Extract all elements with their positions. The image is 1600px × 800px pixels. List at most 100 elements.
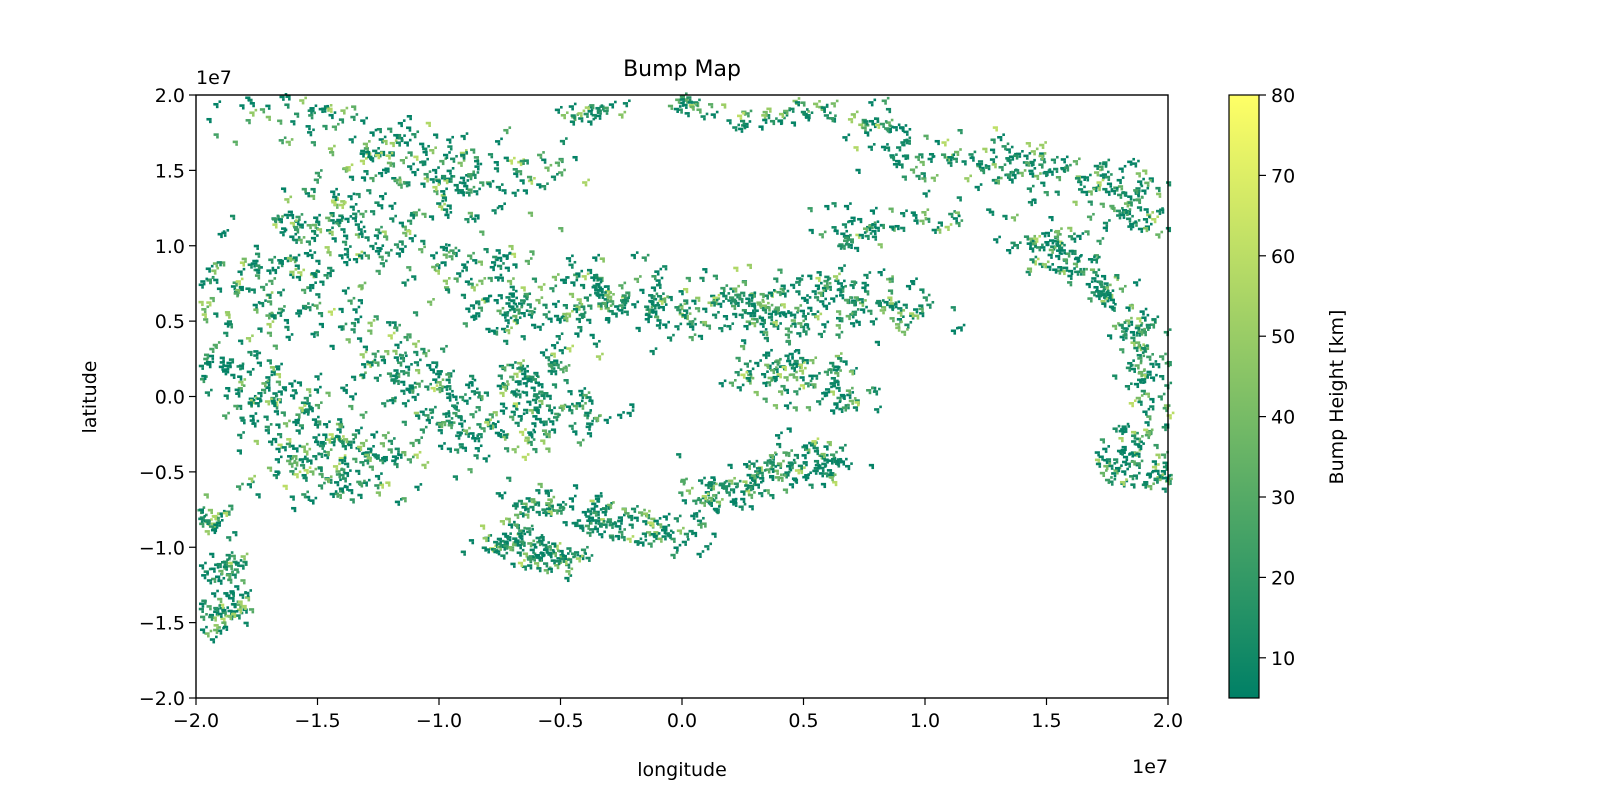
x-tick-label: 0.5 <box>788 710 818 732</box>
bump-cell <box>592 339 601 348</box>
bump-cell <box>977 160 984 166</box>
bump-cell <box>564 574 573 583</box>
bump-cell <box>292 253 301 262</box>
bump-cell <box>513 502 519 508</box>
bump-cell <box>403 335 409 342</box>
bump-cell <box>461 446 468 452</box>
bump-cell <box>226 536 232 542</box>
bump-cell <box>910 211 916 217</box>
bump-cell <box>888 207 894 213</box>
bump-cell <box>1140 344 1149 353</box>
bump-cell <box>268 437 276 446</box>
bump-cell <box>653 517 662 525</box>
bump-cell <box>867 309 873 315</box>
bump-cell <box>238 285 244 292</box>
bump-cell <box>425 121 431 127</box>
bump-cell <box>213 278 219 284</box>
bump-cell <box>1135 452 1141 458</box>
bump-cell <box>1097 280 1104 286</box>
bump-cell <box>453 277 459 283</box>
bump-cell <box>535 553 544 562</box>
bump-cell <box>1025 270 1031 276</box>
bump-cell <box>469 432 475 438</box>
bump-cell <box>331 237 337 243</box>
bump-cell <box>1107 334 1113 340</box>
bump-cell <box>553 359 559 365</box>
bump-cell <box>231 612 237 619</box>
bump-cell <box>224 365 232 374</box>
bump-cell <box>819 297 827 306</box>
bump-cell <box>285 442 292 448</box>
bump-cell <box>413 155 419 161</box>
bump-cell <box>800 294 809 303</box>
bump-cell <box>738 125 746 133</box>
bump-cell <box>370 210 376 216</box>
bump-cell <box>211 512 220 521</box>
bump-cell <box>722 315 729 321</box>
bump-cell <box>763 336 769 343</box>
bump-cell <box>743 322 752 331</box>
bump-cell <box>652 532 661 540</box>
bump-cell <box>1026 184 1035 193</box>
bump-cell <box>589 104 595 110</box>
bump-cell <box>293 470 302 479</box>
bump-cell <box>348 135 357 144</box>
bump-cell <box>275 447 281 453</box>
bump-cell <box>440 174 447 181</box>
bump-cell <box>584 409 593 417</box>
bump-cell <box>443 179 449 185</box>
bump-cell <box>487 276 493 283</box>
bump-cell <box>576 298 582 304</box>
bump-cell <box>792 478 799 484</box>
bump-cell <box>341 240 348 246</box>
bump-cell <box>519 540 525 546</box>
bump-cell <box>209 296 215 303</box>
colorbar-tick-label: 10 <box>1271 648 1295 670</box>
bump-cell <box>259 283 268 292</box>
bump-cell <box>275 380 282 386</box>
bump-cell <box>803 296 812 304</box>
bump-cell <box>314 401 323 410</box>
bump-cell <box>598 276 604 283</box>
bump-cell <box>232 281 238 287</box>
bump-cell <box>496 382 505 390</box>
bump-cell <box>738 297 744 304</box>
bump-cell <box>300 442 309 451</box>
bump-cell <box>233 568 239 574</box>
bump-cell <box>274 470 280 476</box>
bump-cell <box>976 163 982 169</box>
bump-cell <box>522 379 531 388</box>
bump-cell <box>621 507 627 513</box>
bump-cell <box>586 531 592 537</box>
bump-cell <box>526 175 533 181</box>
bump-cell <box>529 373 538 381</box>
bump-cell <box>1131 431 1139 440</box>
bump-cell <box>322 420 331 429</box>
bump-cell <box>327 266 333 272</box>
bump-cell <box>1023 151 1032 160</box>
bump-cell <box>513 172 519 178</box>
bump-cell <box>442 250 451 259</box>
bump-cell <box>697 523 703 529</box>
bump-cell <box>467 170 476 179</box>
bump-cell <box>683 287 689 294</box>
bump-cell <box>576 438 585 447</box>
bump-cell <box>318 472 324 479</box>
y-tick-label: 1.0 <box>155 236 185 258</box>
bump-cell <box>308 251 317 260</box>
bump-cell <box>314 169 323 177</box>
bump-cell <box>237 431 245 439</box>
bump-cell <box>824 275 830 281</box>
bump-cell <box>542 548 549 554</box>
bump-cell <box>527 377 533 383</box>
bump-cell <box>593 273 599 280</box>
bump-cell <box>217 612 223 618</box>
bump-cell <box>420 182 426 188</box>
bump-cell <box>333 489 342 498</box>
bump-cell <box>501 532 508 538</box>
bump-cell <box>438 442 446 450</box>
bump-cell <box>910 277 918 286</box>
bump-cell <box>659 303 668 312</box>
bump-cell <box>313 175 322 184</box>
